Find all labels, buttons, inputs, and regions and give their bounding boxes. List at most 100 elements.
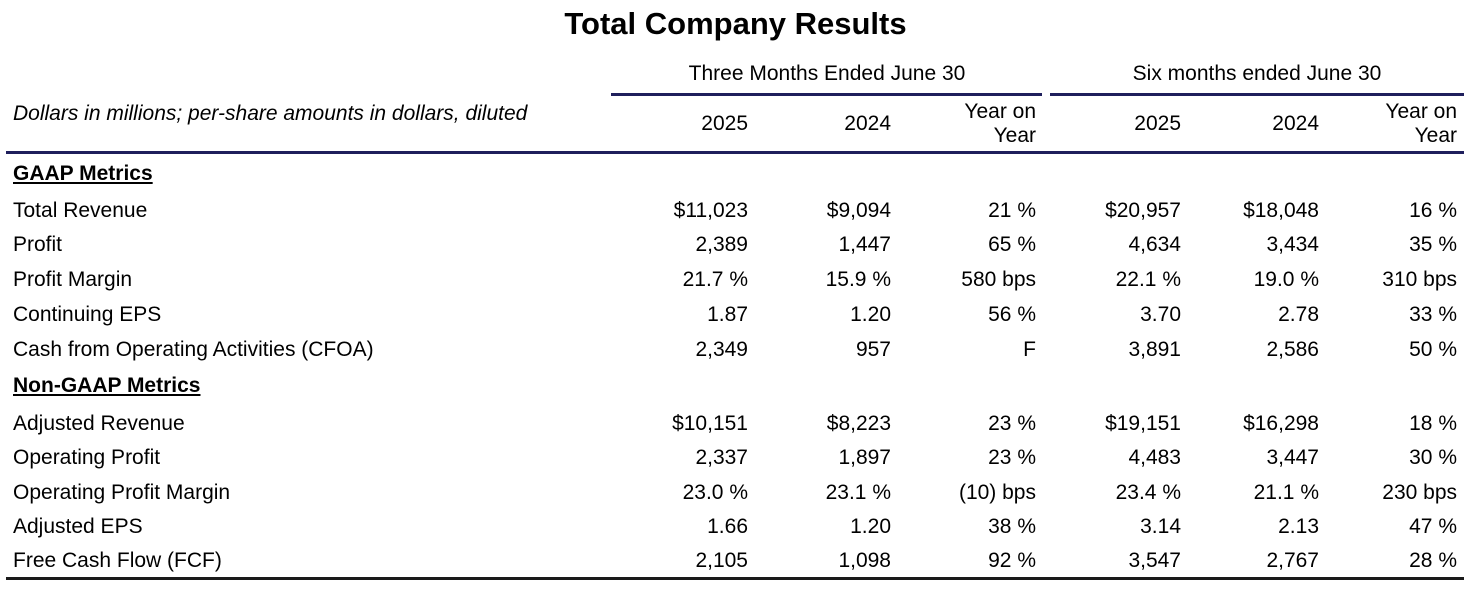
- cell-q-yoy: F: [1023, 338, 1036, 361]
- cell-q-yoy: 38 %: [988, 515, 1036, 538]
- cell-q-yoy: 23 %: [988, 446, 1036, 469]
- cell-q-2024: 1,098: [838, 549, 891, 572]
- row-label: Free Cash Flow (FCF): [13, 549, 222, 572]
- cell-q-2025: 1.66: [707, 515, 748, 538]
- cell-h-2024: 2,767: [1266, 549, 1319, 572]
- section-heading-non-gaap: Non-GAAP Metrics: [13, 374, 201, 397]
- cell-q-2025: $11,023: [673, 199, 748, 222]
- row-label: Continuing EPS: [13, 303, 162, 326]
- table-row: Free Cash Flow (FCF) 2,105 1,098 92 % 3,…: [0, 549, 1471, 583]
- column-header-yoy-h-line1: Year on: [1385, 100, 1457, 123]
- column-header-2025-h: 2025: [1134, 112, 1181, 135]
- table-row: Profit Margin 21.7 % 15.9 % 580 bps 22.1…: [0, 268, 1471, 302]
- units-description: Dollars in millions; per-share amounts i…: [13, 102, 528, 125]
- cell-q-2024: 1.20: [850, 515, 891, 538]
- cell-q-2025: 23.0 %: [682, 481, 748, 504]
- cell-h-2024: 2,586: [1266, 338, 1319, 361]
- cell-h-2025: 22.1 %: [1115, 268, 1181, 291]
- cell-h-2024: 19.0 %: [1253, 268, 1319, 291]
- cell-q-2025: 2,337: [695, 446, 748, 469]
- cell-q-yoy: 65 %: [988, 233, 1036, 256]
- cell-q-yoy: 580 bps: [961, 268, 1036, 291]
- table-bottom-border: [6, 577, 1464, 580]
- row-label: Operating Profit Margin: [13, 481, 231, 504]
- row-label: Total Revenue: [13, 199, 148, 222]
- column-header-yoy-h-line2: Year: [1414, 124, 1457, 147]
- cell-h-yoy: 310 bps: [1382, 268, 1457, 291]
- cell-q-yoy: 21 %: [988, 199, 1036, 222]
- column-header-yoy-h: Year on Year: [1340, 100, 1457, 148]
- table-row: Operating Profit 2,337 1,897 23 % 4,483 …: [0, 446, 1471, 480]
- row-label: Profit Margin: [13, 268, 133, 291]
- table-row: Total Revenue $11,023 $9,094 21 % $20,95…: [0, 199, 1471, 233]
- table-row: Adjusted Revenue $10,151 $8,223 23 % $19…: [0, 412, 1471, 446]
- cell-q-2024: $9,094: [826, 199, 891, 222]
- group-header-three-months: Three Months Ended June 30: [688, 62, 966, 85]
- cell-h-2025: 3.14: [1140, 515, 1181, 538]
- cell-h-2024: $18,048: [1243, 199, 1319, 222]
- cell-q-2024: 1,447: [838, 233, 891, 256]
- table-row: Cash from Operating Activities (CFOA) 2,…: [0, 338, 1471, 372]
- cell-q-2025: 21.7 %: [682, 268, 748, 291]
- column-header-yoy-q-line1: Year on: [964, 100, 1036, 123]
- cell-q-2024: 957: [855, 338, 891, 361]
- cell-h-2025: 4,483: [1128, 446, 1181, 469]
- cell-h-yoy: 47 %: [1409, 515, 1457, 538]
- cell-h-2025: 23.4 %: [1115, 481, 1181, 504]
- cell-q-2024: 1.20: [850, 303, 891, 326]
- column-header-2024-h: 2024: [1272, 112, 1319, 135]
- cell-q-2024: 1,897: [838, 446, 891, 469]
- cell-h-yoy: 30 %: [1409, 446, 1457, 469]
- cell-h-2024: 2.78: [1278, 303, 1319, 326]
- column-header-yoy-q: Year on Year: [920, 100, 1036, 148]
- cell-q-yoy: (10) bps: [958, 481, 1036, 504]
- cell-q-yoy: 56 %: [988, 303, 1036, 326]
- section-heading-gaap: GAAP Metrics: [13, 162, 153, 185]
- cell-q-2025: $10,151: [672, 412, 748, 435]
- page-title: Total Company Results: [564, 6, 907, 41]
- cell-h-2025: 3.70: [1140, 303, 1181, 326]
- group-header-six-months: Six months ended June 30: [1132, 62, 1382, 85]
- cell-h-2025: 3,891: [1128, 338, 1181, 361]
- cell-h-2024: 2.13: [1278, 515, 1319, 538]
- column-header-2025-q: 2025: [701, 112, 748, 135]
- cell-h-yoy: 33 %: [1409, 303, 1457, 326]
- table-row: Continuing EPS 1.87 1.20 56 % 3.70 2.78 …: [0, 303, 1471, 337]
- cell-q-2025: 2,389: [695, 233, 748, 256]
- row-label: Adjusted Revenue: [13, 412, 185, 435]
- row-label: Profit: [13, 233, 63, 256]
- cell-q-2024: 23.1 %: [825, 481, 891, 504]
- cell-h-yoy: 50 %: [1409, 338, 1457, 361]
- cell-q-yoy: 92 %: [988, 549, 1036, 572]
- cell-q-2024: 15.9 %: [825, 268, 891, 291]
- cell-h-2025: $20,957: [1105, 199, 1181, 222]
- row-label: Cash from Operating Activities (CFOA): [13, 338, 374, 361]
- cell-h-yoy: 18 %: [1409, 412, 1457, 435]
- cell-h-yoy: 16 %: [1409, 199, 1457, 222]
- cell-h-2024: 21.1 %: [1253, 481, 1319, 504]
- cell-h-yoy: 230 bps: [1382, 481, 1457, 504]
- group-underline-six-months: [1050, 93, 1464, 96]
- cell-q-2025: 1.87: [707, 303, 748, 326]
- table-row: Operating Profit Margin 23.0 % 23.1 % (1…: [0, 481, 1471, 515]
- table-row: Profit 2,389 1,447 65 % 4,634 3,434 35 %: [0, 233, 1471, 267]
- row-label: Operating Profit: [13, 446, 161, 469]
- header-divider: [6, 151, 1464, 154]
- cell-h-2025: 4,634: [1128, 233, 1181, 256]
- column-header-yoy-q-line2: Year: [993, 124, 1036, 147]
- cell-q-yoy: 23 %: [988, 412, 1036, 435]
- cell-h-2025: $19,151: [1105, 412, 1181, 435]
- cell-q-2025: 2,105: [695, 549, 748, 572]
- group-underline-three-months: [611, 93, 1042, 96]
- table-row: Adjusted EPS 1.66 1.20 38 % 3.14 2.13 47…: [0, 515, 1471, 549]
- cell-h-2024: $16,298: [1243, 412, 1319, 435]
- cell-q-2024: $8,223: [826, 412, 891, 435]
- row-label: Adjusted EPS: [13, 515, 143, 538]
- cell-h-2025: 3,547: [1128, 549, 1181, 572]
- cell-h-yoy: 35 %: [1409, 233, 1457, 256]
- cell-h-2024: 3,447: [1266, 446, 1319, 469]
- cell-q-2025: 2,349: [695, 338, 748, 361]
- cell-h-2024: 3,434: [1266, 233, 1319, 256]
- cell-h-yoy: 28 %: [1409, 549, 1457, 572]
- column-header-2024-q: 2024: [844, 112, 891, 135]
